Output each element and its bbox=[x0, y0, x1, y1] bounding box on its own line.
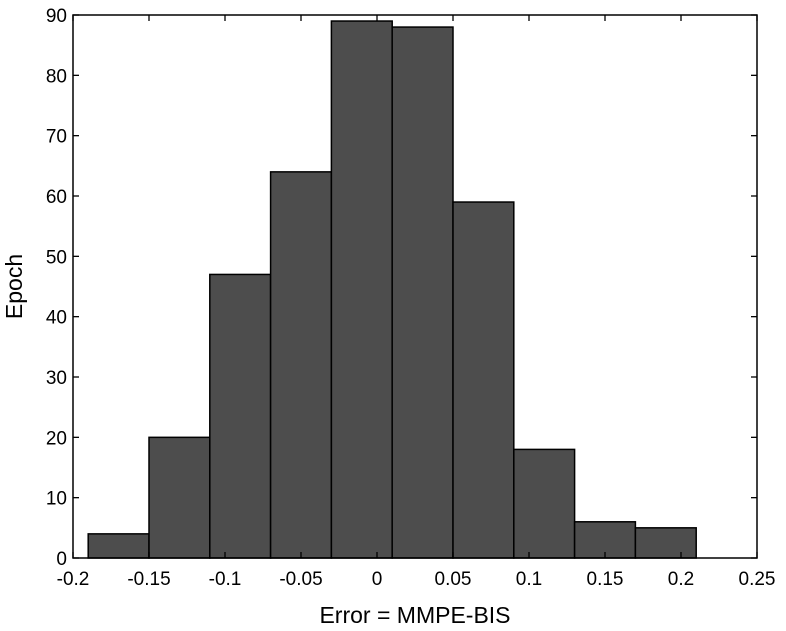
x-tick-label: 0.1 bbox=[516, 569, 542, 590]
x-tick-label: 0 bbox=[372, 569, 383, 590]
y-tick-label: 80 bbox=[46, 66, 67, 87]
x-tick-label: 0.2 bbox=[668, 569, 694, 590]
histogram-bar bbox=[269, 171, 333, 559]
histogram-bar bbox=[391, 26, 454, 559]
y-tick-label: 0 bbox=[56, 549, 67, 570]
bars-group bbox=[87, 20, 697, 559]
y-tick-label: 30 bbox=[46, 368, 67, 389]
histogram-bar bbox=[87, 533, 150, 559]
x-axis-title: Error = MMPE-BIS bbox=[319, 602, 510, 628]
x-tick-label: -0.2 bbox=[57, 569, 90, 590]
x-tick-label: -0.1 bbox=[209, 569, 242, 590]
y-tick-label: 70 bbox=[46, 127, 67, 148]
histogram-bar bbox=[148, 436, 211, 559]
histogram-bar bbox=[634, 527, 697, 559]
y-axis-title: Epoch bbox=[1, 254, 27, 319]
y-axis-ticks: 0 10 20 30 40 50 60 70 80 90 bbox=[46, 6, 757, 570]
histogram-bar bbox=[330, 20, 393, 559]
y-tick-label: 10 bbox=[46, 489, 67, 510]
histogram-bar bbox=[513, 448, 576, 559]
histogram-bar bbox=[573, 521, 637, 559]
histogram-bar bbox=[452, 201, 515, 559]
x-tick-label: -0.15 bbox=[127, 569, 170, 590]
x-tick-label: 0.05 bbox=[435, 569, 472, 590]
plot-frame bbox=[72, 14, 758, 559]
x-tick-label: 0.15 bbox=[587, 569, 624, 590]
y-tick-label: 50 bbox=[46, 247, 67, 268]
y-tick-label: 90 bbox=[46, 6, 67, 27]
x-tick-label: -0.05 bbox=[279, 569, 322, 590]
y-tick-label: 60 bbox=[46, 187, 67, 208]
histogram-bar bbox=[209, 273, 272, 559]
y-tick-label: 20 bbox=[46, 428, 67, 449]
x-tick-label: 0.25 bbox=[739, 569, 776, 590]
x-axis-ticks: -0.2 -0.15 -0.1 -0.05 0 0.05 0.1 0.15 0.2 0.25 bbox=[57, 15, 776, 590]
y-tick-label: 40 bbox=[46, 308, 67, 329]
